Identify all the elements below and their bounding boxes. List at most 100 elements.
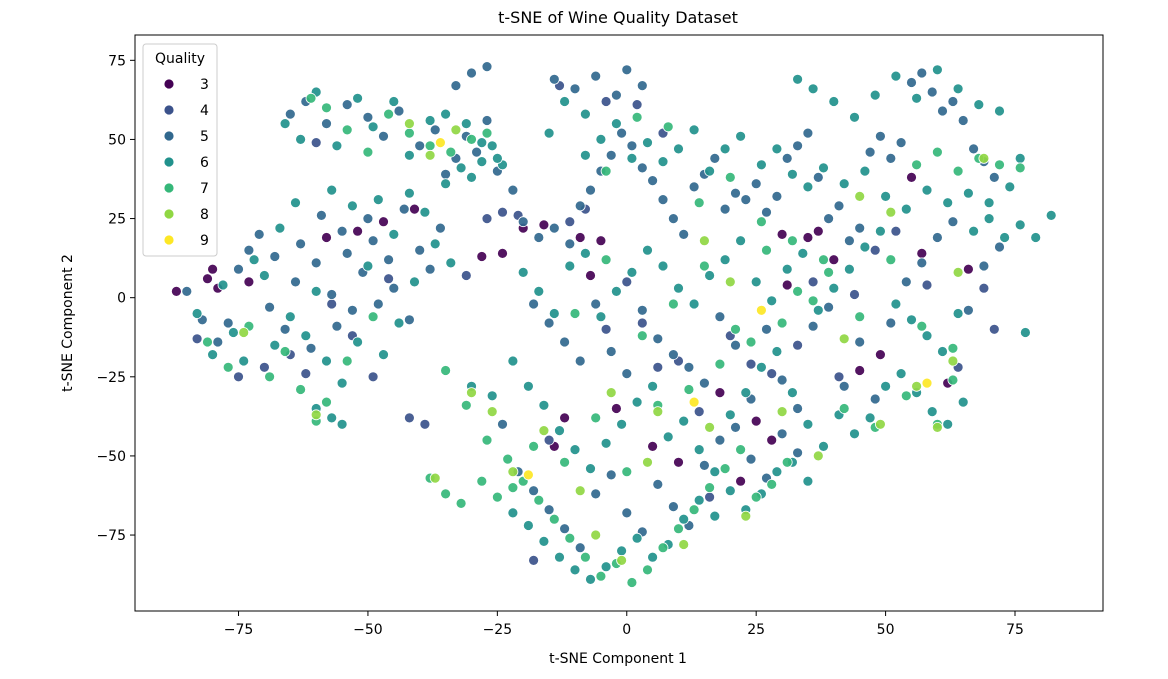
scatter-point-quality-6: [973, 99, 985, 110]
scatter-point-quality-4: [704, 491, 715, 503]
y-tick-label: 50: [108, 132, 126, 148]
scatter-point-quality-5: [290, 276, 301, 288]
legend-marker-quality-7: [163, 182, 175, 194]
scatter-point-quality-4: [621, 276, 633, 288]
scatter-point-quality-7: [766, 478, 778, 490]
scatter-point-quality-6: [424, 115, 436, 126]
scatter-point-quality-5: [730, 421, 741, 433]
scatter-point-quality-7: [636, 330, 648, 342]
scatter-point-quality-7: [455, 497, 467, 509]
scatter-point-quality-5: [362, 111, 374, 123]
scatter-point-quality-5: [947, 96, 959, 107]
scatter-point-quality-6: [869, 89, 881, 101]
scatter-point-quality-6: [756, 361, 767, 373]
scatter-point-quality-6: [611, 118, 622, 129]
scatter-point-quality-7: [321, 102, 332, 114]
x-tick-label: −50: [353, 622, 383, 638]
scatter-point-quality-6: [295, 133, 307, 145]
scatter-point-quality-5: [714, 434, 726, 446]
scatter-point-quality-6: [538, 536, 550, 547]
scatter-point-quality-6: [812, 304, 824, 316]
scatter-point-quality-6: [963, 187, 974, 199]
scatter-point-quality-5: [761, 206, 772, 218]
scatter-point-quality-3: [321, 232, 332, 243]
scatter-point-quality-7: [590, 412, 602, 424]
scatter-point-quality-7: [559, 456, 570, 468]
scatter-point-quality-5: [957, 115, 969, 126]
scatter-point-quality-7: [383, 108, 395, 120]
scatter-point-quality-5: [212, 336, 224, 348]
scatter-point-quality-6: [626, 266, 638, 278]
scatter-point-quality-5: [590, 488, 602, 500]
scatter-point-quality-6: [678, 415, 690, 427]
scatter-point-quality-4: [367, 371, 379, 383]
scatter-point-quality-5: [264, 301, 276, 313]
scatter-point-quality-5: [968, 143, 979, 155]
scatter-point-quality-6: [331, 140, 343, 152]
legend-label-quality-3: 3: [200, 77, 209, 93]
scatter-point-quality-5: [792, 140, 803, 152]
legend-items: 3 4 5 6 7 8 9: [163, 77, 209, 249]
scatter-point-quality-5: [988, 171, 1000, 183]
scatter-point-quality-6: [388, 96, 400, 107]
scatter-point-quality-7: [761, 244, 772, 256]
scatter-point-quality-5: [844, 235, 855, 247]
scatter-point-quality-6: [926, 406, 938, 418]
scatter-point-quality-5: [926, 86, 938, 98]
scatter-point-quality-7: [947, 342, 959, 354]
scatter-point-quality-5: [714, 311, 726, 323]
scatter-point-quality-5: [605, 149, 617, 161]
scatter-point-quality-6: [440, 108, 452, 120]
scatter-point-quality-4: [300, 368, 312, 380]
scatter-point-quality-7: [756, 216, 767, 228]
scatter-point-quality-7: [994, 159, 1005, 171]
scatter-point-quality-6: [673, 143, 684, 155]
scatter-point-quality-4: [766, 368, 778, 380]
scatter-point-quality-6: [336, 418, 348, 430]
legend-marker-quality-5: [163, 130, 175, 142]
scatter-point-quality-5: [616, 127, 627, 139]
scatter-point-quality-7: [699, 260, 710, 272]
scatter-point-quality-7: [642, 564, 653, 576]
scatter-point-quality-5: [372, 298, 384, 310]
scatter-point-quality-6: [352, 92, 364, 104]
scatter-point-quality-5: [326, 289, 338, 300]
legend-marker-quality-6: [163, 156, 175, 168]
scatter-point-quality-5: [548, 222, 560, 234]
scatter-point-quality-7: [704, 482, 715, 494]
scatter-point-quality-5: [668, 213, 679, 225]
scatter-point-quality-6: [269, 339, 281, 351]
scatter-point-quality-6: [595, 311, 607, 323]
scatter-point-quality-7: [932, 146, 943, 158]
scatter-point-quality-6: [585, 463, 596, 475]
scatter-point-quality-5: [636, 162, 648, 174]
scatter-point-quality-7: [668, 298, 679, 310]
scatter-point-quality-6: [818, 162, 829, 174]
scatter-point-quality-5: [626, 140, 638, 152]
scatter-point-quality-3: [202, 273, 213, 285]
scatter-point-quality-6: [191, 308, 203, 319]
scatter-point-quality-8: [507, 466, 519, 478]
plot-area: [134, 34, 1104, 612]
scatter-point-quality-6: [818, 440, 829, 452]
scatter-point-quality-7: [569, 308, 581, 319]
scatter-point-quality-5: [776, 374, 788, 386]
scatter-point-quality-8: [590, 529, 602, 541]
scatter-point-quality-5: [295, 238, 307, 250]
scatter-point-quality-6: [859, 241, 871, 253]
scatter-point-quality-3: [673, 456, 684, 468]
scatter-point-quality-5: [802, 127, 814, 139]
scatter-point-quality-6: [486, 140, 498, 152]
scatter-point-quality-5: [812, 171, 824, 183]
scatter-point-quality-5: [771, 190, 783, 202]
scatter-point-quality-6: [352, 336, 364, 348]
scatter-point-quality-5: [621, 507, 633, 519]
scatter-point-quality-5: [383, 254, 395, 266]
x-axis-ticks: −75 −50 −25 0 25 50 75: [224, 611, 1024, 638]
legend-title: Quality: [155, 51, 205, 67]
scatter-point-quality-6: [1045, 209, 1057, 221]
scatter-point-quality-5: [336, 225, 348, 237]
scatter-point-quality-7: [403, 127, 415, 139]
scatter-point-quality-5: [517, 216, 529, 228]
scatter-point-quality-6: [642, 137, 653, 149]
